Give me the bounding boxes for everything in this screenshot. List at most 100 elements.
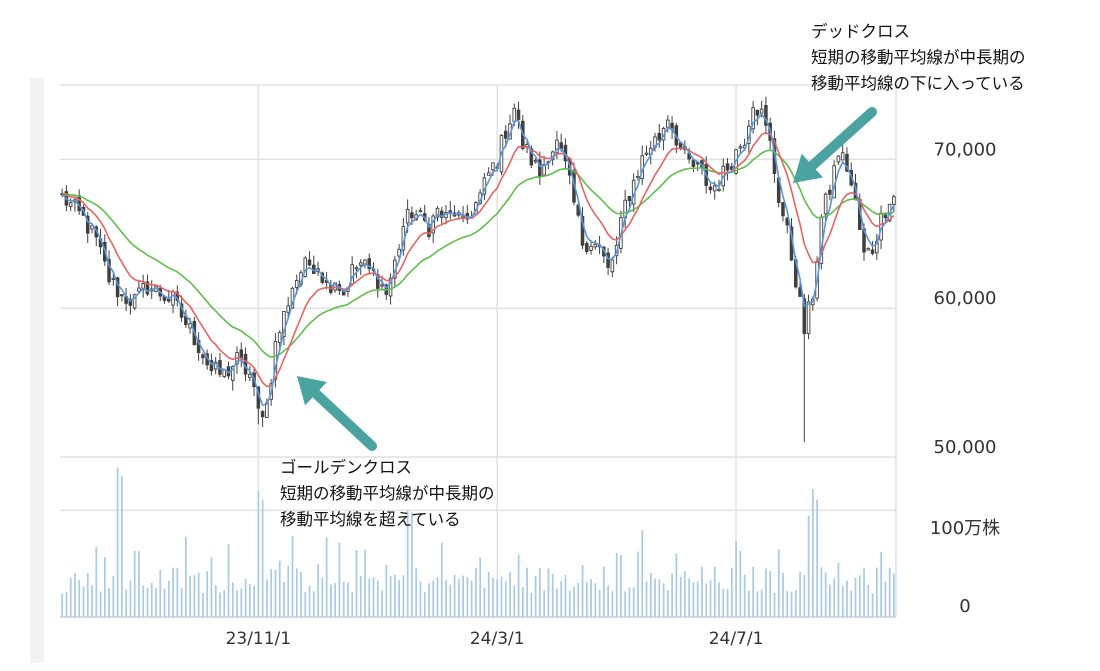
volume-bar (249, 584, 251, 617)
volume-bar (278, 560, 281, 617)
candle-body (209, 360, 214, 372)
dead-cross-title: デッドクロス (811, 22, 910, 41)
candle-body (294, 280, 299, 288)
volume-bar (185, 536, 187, 617)
volume-bar (155, 588, 157, 617)
volume-bar (594, 583, 597, 617)
volume-bar (752, 566, 755, 617)
candle-body (802, 298, 807, 334)
golden-cross-line-2: 移動平均線を超えている (280, 510, 461, 529)
volume-bar (568, 590, 571, 617)
candle-body (486, 172, 491, 176)
x-axis-ticks: 23/11/1 24/3/1 24/7/1 (226, 629, 764, 649)
volume-bar (231, 582, 234, 617)
candle-body (435, 207, 440, 218)
volume-bar (739, 550, 742, 617)
volume-bar (321, 577, 324, 617)
volume-bar (888, 567, 891, 617)
volume-bar (833, 578, 836, 617)
volume-bar (355, 550, 358, 617)
candle-body (610, 259, 615, 273)
volume-bar (317, 563, 319, 617)
candle-body (529, 148, 534, 166)
volume-bar (138, 551, 140, 617)
volume-bar (266, 579, 268, 617)
candle-body (410, 212, 414, 219)
candle-body (764, 104, 768, 126)
volume-bar (684, 571, 686, 617)
left-strip (30, 78, 44, 663)
candle-body (491, 162, 495, 171)
candle-body (644, 152, 649, 155)
volume-bar (274, 569, 277, 617)
volume-bar (206, 571, 209, 617)
candle-body (431, 215, 435, 234)
candle-body (636, 176, 640, 179)
volume-bar (696, 581, 699, 617)
volume-bar (735, 541, 737, 617)
volume-bar (219, 592, 221, 617)
volume-bar (223, 590, 226, 617)
volume-bar (871, 593, 874, 617)
volume-bar (257, 491, 260, 617)
candle-body (248, 373, 252, 378)
candle-body (201, 354, 205, 359)
candle-body (606, 252, 610, 268)
volume-bar (730, 567, 733, 617)
volume-bar (794, 590, 797, 617)
candle-body (717, 188, 721, 191)
volume-bar (394, 574, 396, 617)
volume-bar (521, 587, 524, 617)
volume-bar (526, 567, 528, 617)
golden-cross-annotation: ゴールデンクロス 短期の移動平均線が中長期の 移動平均線を超えている (280, 455, 495, 533)
golden-cross-title: ゴールデンクロス (280, 458, 412, 477)
volume-bar (372, 577, 375, 617)
volume-bar (867, 584, 870, 617)
volume-bar (858, 575, 861, 617)
volume-bar (125, 589, 128, 617)
volume-bar (479, 557, 482, 617)
volume-bar (773, 592, 776, 617)
volume-bar (338, 542, 341, 617)
candle-body (367, 258, 372, 270)
volume-bar (423, 592, 426, 617)
volume-bar (475, 567, 477, 617)
volume-bar (556, 588, 558, 617)
volume-bar (641, 530, 644, 617)
volume-bar (624, 591, 627, 617)
candle-body (738, 146, 743, 149)
volume-bar (492, 577, 494, 617)
candle-body (580, 216, 585, 246)
candle-body (461, 215, 465, 218)
volume-bar (590, 579, 592, 617)
candle-body (593, 243, 598, 248)
price-tick-label: 70,000 (934, 139, 997, 160)
volume-bar (189, 575, 191, 617)
short-term-MA-line (61, 112, 895, 407)
volume-bar (406, 510, 409, 617)
volume-bar (628, 587, 631, 617)
date-tick-label: 23/11/1 (226, 629, 292, 649)
volume-bar (893, 573, 895, 617)
volume-bar (551, 573, 554, 617)
volume-bar (876, 567, 878, 617)
volume-bar (662, 583, 665, 617)
candle-body (115, 277, 120, 298)
volume-bar (244, 578, 247, 617)
candle-body (145, 281, 150, 295)
volume-bar (129, 580, 132, 617)
candle-body (282, 311, 286, 338)
moving-averages (61, 112, 895, 407)
candle-body (712, 185, 717, 192)
candle-body (85, 215, 90, 234)
volume-bar (227, 544, 230, 617)
candle-body (128, 298, 133, 306)
volume-bar (142, 585, 145, 617)
candle-body (171, 291, 175, 306)
candle-body (239, 349, 244, 360)
volume-bar (176, 568, 179, 617)
volume-bar (884, 581, 887, 617)
volume-bar (637, 551, 639, 617)
candle-body (307, 259, 312, 266)
golden-cross-arrow-head (297, 376, 327, 406)
